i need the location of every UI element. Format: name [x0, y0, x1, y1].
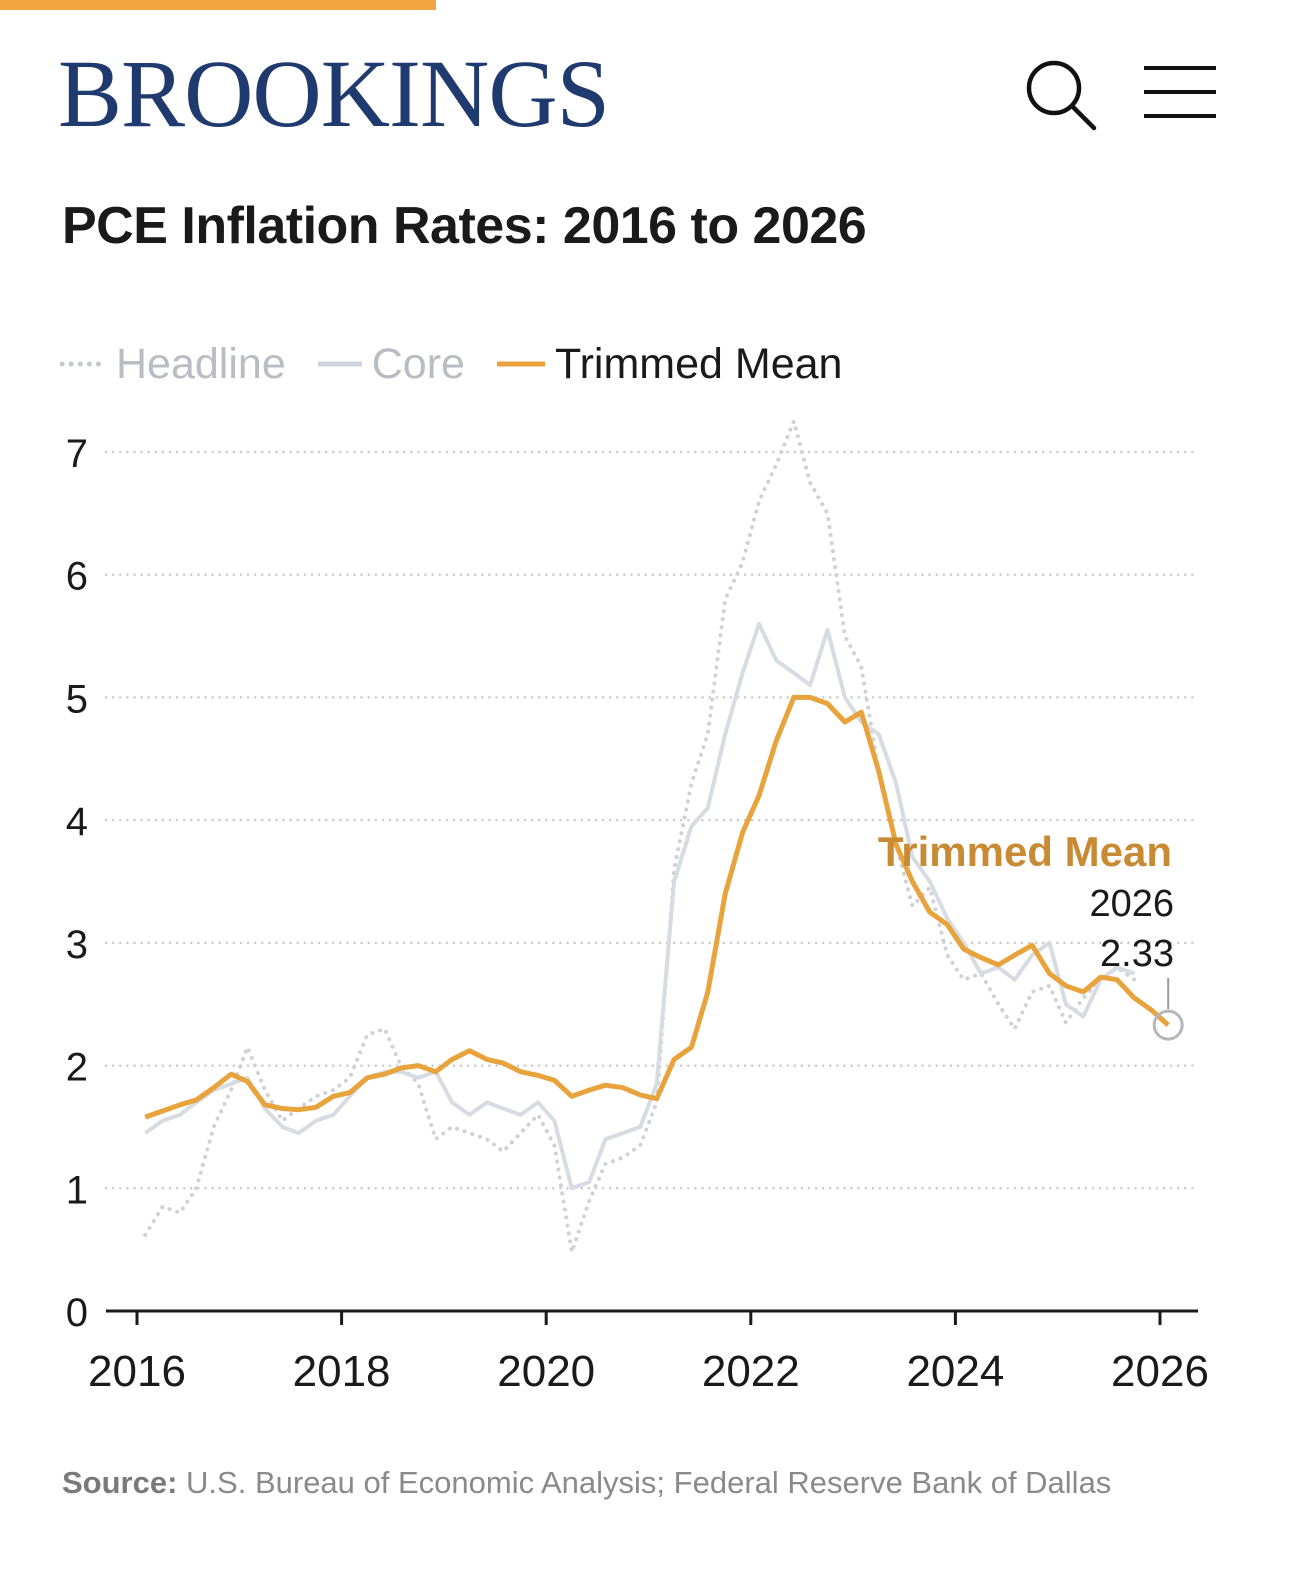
endpoint-marker: [1152, 1009, 1184, 1041]
series-line-headline: [143, 419, 1137, 1255]
menu-button[interactable]: [1142, 62, 1218, 124]
source-note: Source: U.S. Bureau of Economic Analysis…: [62, 1462, 1182, 1503]
annotation-value: 2.33: [1100, 933, 1174, 975]
legend-label-core: Core: [371, 339, 465, 388]
chart-title: PCE Inflation Rates: 2016 to 2026: [62, 197, 867, 255]
series-line-core: [144, 621, 1136, 1191]
dotted-line-swatch-icon: [60, 361, 108, 367]
y-tick-label: 3: [66, 923, 88, 967]
hamburger-menu-icon: [1144, 66, 1216, 118]
x-tick-label: 2016: [88, 1347, 186, 1396]
series-line-trimmed-mean: [144, 694, 1170, 1120]
y-tick-label: 2: [66, 1046, 88, 1090]
legend-label-headline: Headline: [116, 339, 286, 388]
y-tick-label: 6: [66, 555, 88, 599]
accent-bar: [0, 0, 436, 10]
y-tick-label: 0: [66, 1291, 88, 1335]
x-tick-label: 2026: [1111, 1347, 1209, 1396]
y-tick-label: 4: [66, 800, 88, 844]
source-label: Source:: [62, 1465, 178, 1500]
x-tick-label: 2020: [497, 1347, 595, 1396]
y-tick-label: 5: [66, 677, 88, 721]
annotation-year: 2026: [1089, 883, 1174, 925]
chart-legend: Headline Core Trimmed Mean: [60, 336, 872, 392]
x-tick-label: 2018: [293, 1347, 391, 1396]
legend-item-headline[interactable]: Headline: [60, 340, 286, 389]
annotation-series-label: Trimmed Mean: [878, 828, 1172, 875]
brookings-logo[interactable]: BROOKINGS: [58, 40, 610, 147]
source-text: U.S. Bureau of Economic Analysis; Federa…: [186, 1465, 1112, 1500]
line-chart: 0 1 2 3 4 5 6 7 2016 2018 2020 2022 2024 2026 Trimme…: [66, 419, 1209, 1396]
legend-item-trimmed-mean[interactable]: Trimmed Mean: [495, 339, 843, 389]
legend-item-core[interactable]: Core: [316, 340, 465, 389]
x-tick-label: 2022: [702, 1347, 800, 1396]
y-tick-label: 7: [66, 432, 88, 476]
x-tick-label: 2024: [906, 1347, 1004, 1396]
search-button[interactable]: [1022, 58, 1098, 134]
legend-label-trimmed-mean: Trimmed Mean: [554, 339, 843, 388]
line-swatch-icon: [496, 361, 545, 367]
line-swatch-icon: [317, 361, 362, 367]
search-icon: [1026, 60, 1097, 131]
y-tick-label: 1: [66, 1168, 88, 1212]
